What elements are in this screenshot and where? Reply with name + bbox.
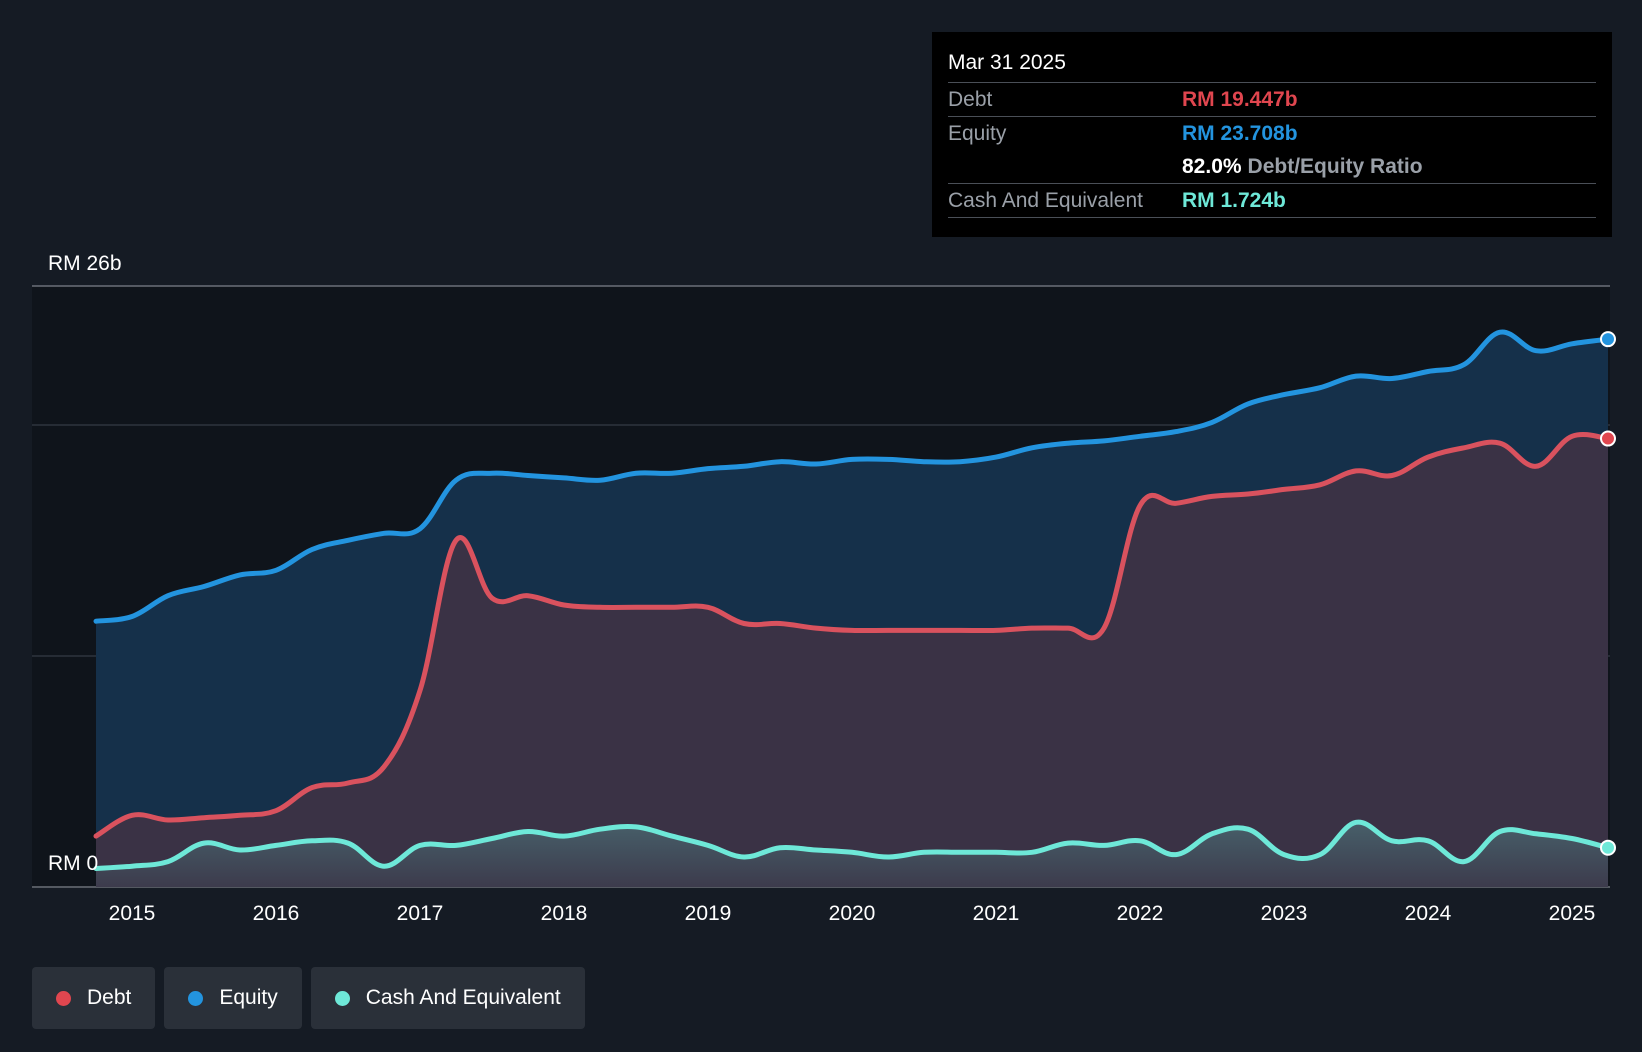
chart-legend: Debt Equity Cash And Equivalent <box>32 967 585 1029</box>
tooltip-ratio-spacer <box>948 150 1182 183</box>
tooltip-row-ratio: 82.0% Debt/Equity Ratio <box>948 150 1596 184</box>
legend-item-cash[interactable]: Cash And Equivalent <box>310 967 585 1029</box>
tooltip-debt-label: Debt <box>948 88 993 111</box>
legend-label-cash: Cash And Equivalent <box>365 986 561 1009</box>
tooltip-equity-value: RM 23.708b <box>1182 122 1298 145</box>
x-tick-label-2022: 2022 <box>1117 902 1164 925</box>
line-layer <box>93 329 1611 871</box>
legend-item-equity[interactable]: Equity <box>164 967 302 1029</box>
tooltip-row-debt: Debt RM 19.447b <box>948 83 1596 117</box>
x-tick-label-2018: 2018 <box>541 902 588 925</box>
tooltip-ratio-value: 82.0% <box>1182 155 1242 178</box>
y-axis-top-label: RM 26b <box>48 252 122 275</box>
x-tick-label-2024: 2024 <box>1405 902 1452 925</box>
x-axis-ticks: 2015 2016 2017 2018 2019 2020 2021 2022 2023 2024… <box>109 902 1596 925</box>
legend-label-debt: Debt <box>87 986 132 1009</box>
x-tick-label-2019: 2019 <box>685 902 732 925</box>
legend-dot-equity-icon <box>188 990 204 1006</box>
legend-label-equity: Equity <box>219 986 278 1009</box>
debt-endpoint-marker[interactable] <box>1600 430 1616 447</box>
cash-endpoint-marker[interactable] <box>1600 839 1616 856</box>
tooltip-date: Mar 31 2025 <box>948 48 1596 83</box>
legend-dot-cash-icon <box>334 990 350 1006</box>
x-tick-label-2025: 2025 <box>1549 902 1596 925</box>
tooltip-debt-value: RM 19.447b <box>1182 88 1298 111</box>
tooltip-row-cash: Cash And Equivalent RM 1.724b <box>948 184 1596 218</box>
equity-series-line <box>93 329 1611 624</box>
debt-series-line <box>93 431 1611 839</box>
tooltip-cash-label: Cash And Equivalent <box>948 189 1143 212</box>
data-tooltip: Mar 31 2025 Debt RM 19.447b Equity RM 23… <box>932 32 1612 237</box>
x-tick-label-2023: 2023 <box>1261 902 1308 925</box>
x-tick-label-2015: 2015 <box>109 902 156 925</box>
x-tick-label-2017: 2017 <box>397 902 444 925</box>
equity-endpoint-marker[interactable] <box>1600 331 1616 348</box>
cash-series-line <box>93 819 1611 871</box>
tooltip-cash-value: RM 1.724b <box>1182 189 1286 212</box>
x-tick-label-2020: 2020 <box>829 902 876 925</box>
x-tick-label-2016: 2016 <box>253 902 300 925</box>
tooltip-row-equity: Equity RM 23.708b <box>948 117 1596 150</box>
tooltip-ratio-label: Debt/Equity Ratio <box>1247 155 1423 178</box>
y-axis-bottom-label: RM 0 <box>48 852 98 875</box>
legend-dot-debt-icon <box>56 990 71 1006</box>
debt-area <box>96 434 1608 887</box>
legend-item-debt[interactable]: Debt <box>32 967 156 1029</box>
endpoint-layer <box>1600 331 1616 856</box>
tooltip-equity-label: Equity <box>948 122 1007 145</box>
x-tick-label-2021: 2021 <box>973 902 1020 925</box>
